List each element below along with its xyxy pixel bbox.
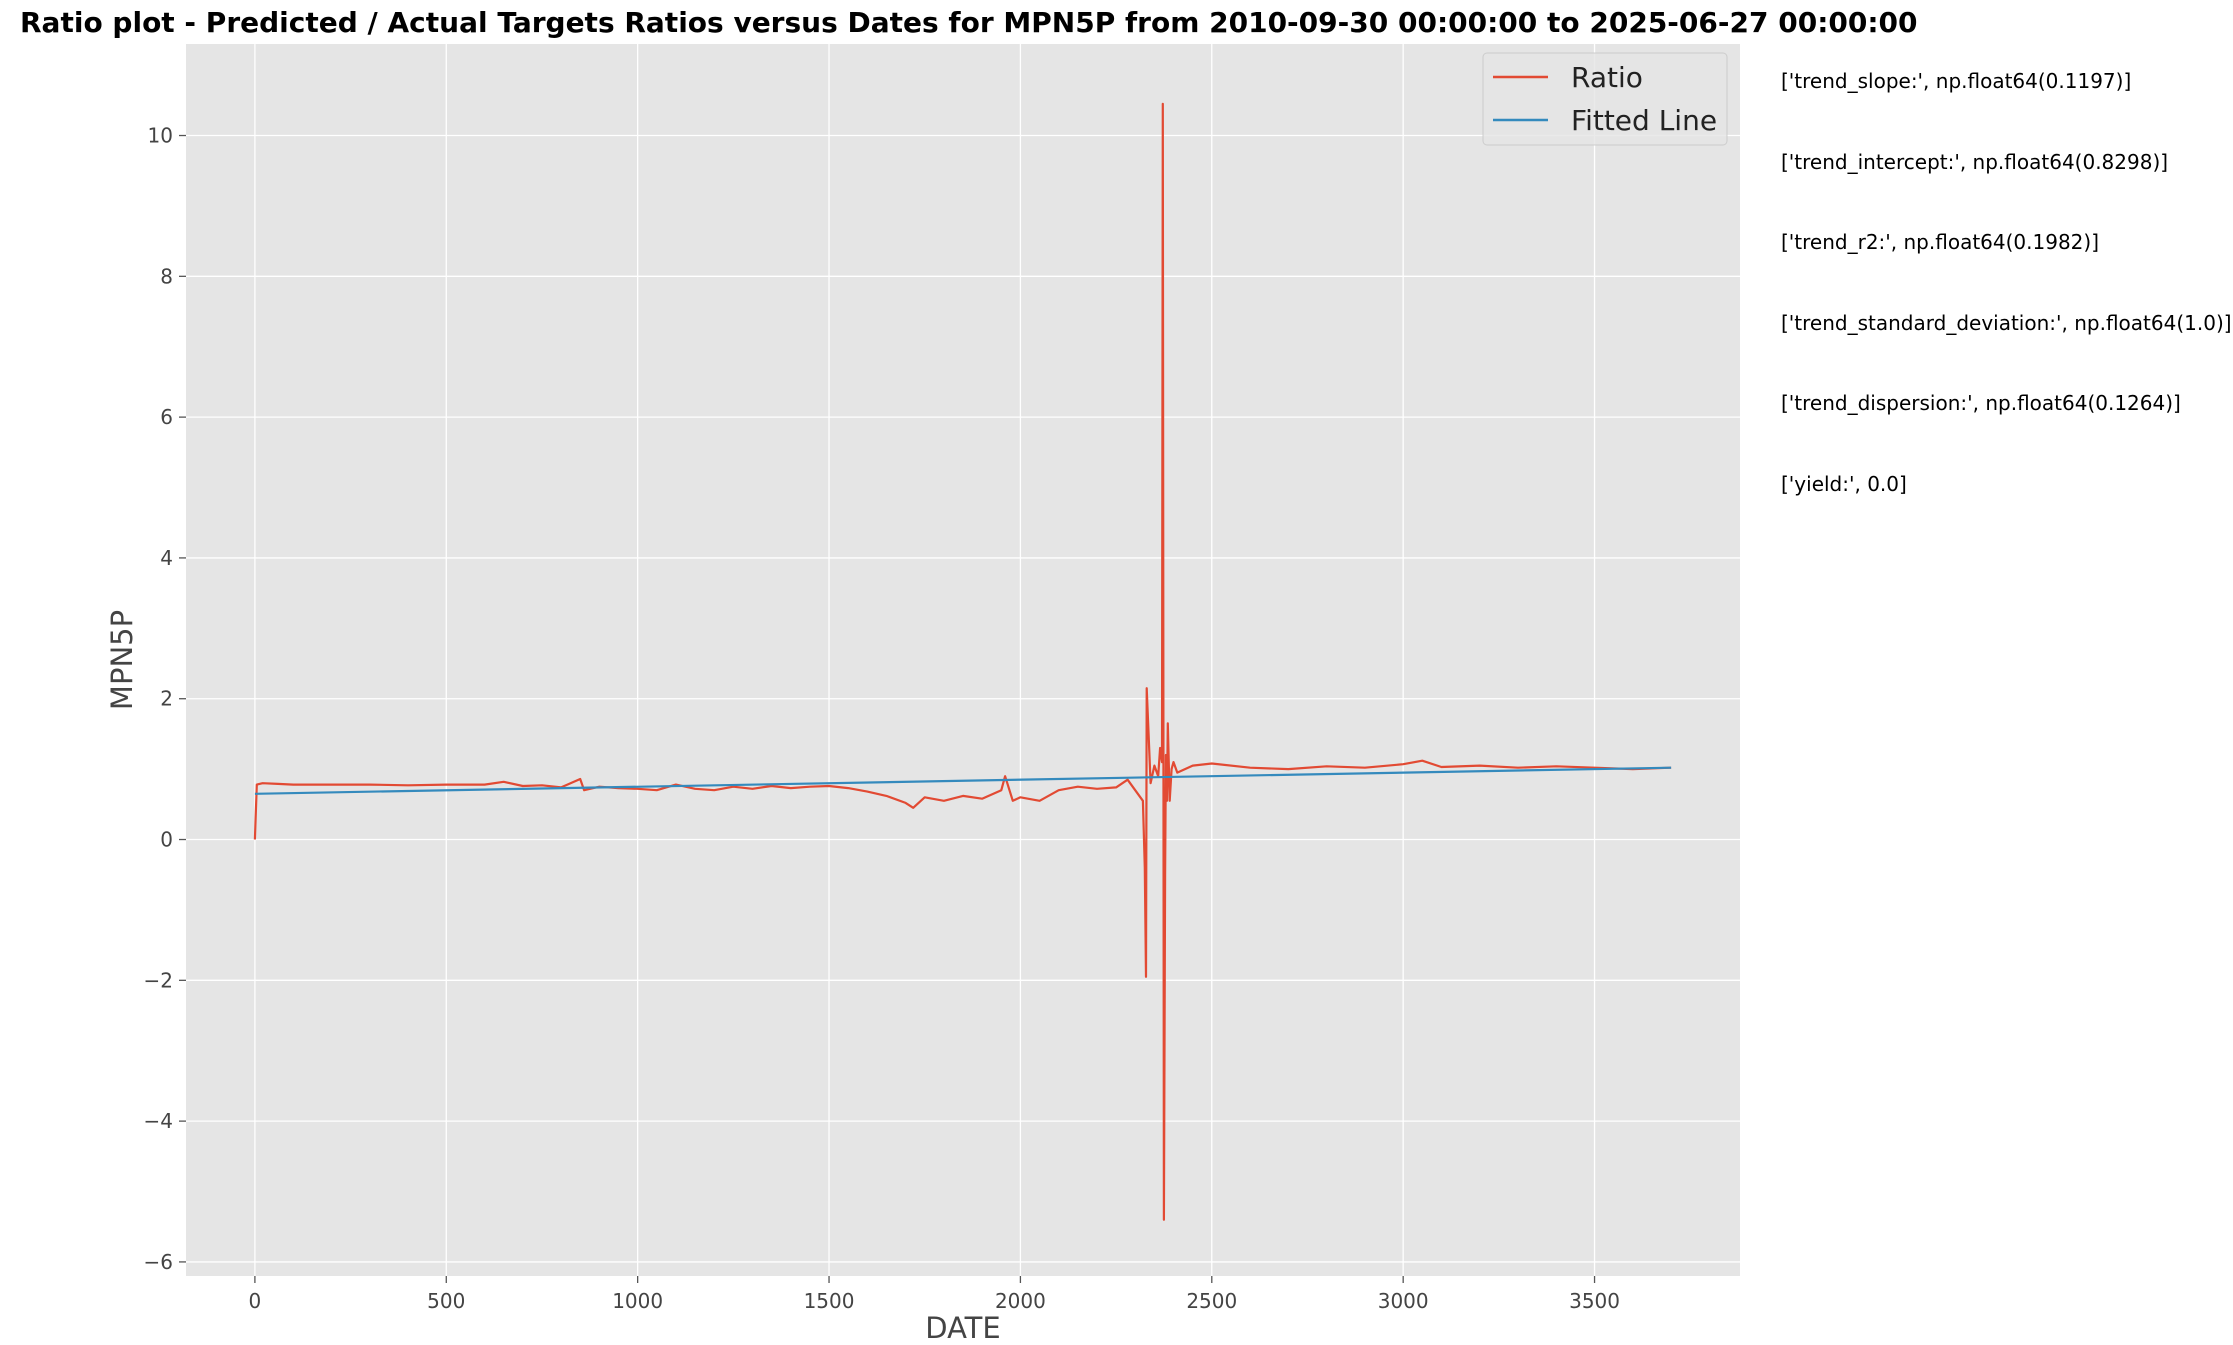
x-tick-label: 0 [249, 1289, 262, 1313]
stat-yield: ['yield:', 0.0] [1781, 472, 1907, 496]
y-tick-label: −4 [144, 1109, 173, 1133]
gridlines [186, 44, 1740, 1276]
x-tick-label: 3000 [1378, 1289, 1429, 1313]
y-axis-label: MPN5P [105, 610, 139, 710]
legend-label-ratio: Ratio [1571, 61, 1643, 94]
stat-trend-slope: ['trend_slope:', np.float64(0.1197)] [1781, 69, 2131, 93]
x-axis-label: DATE [925, 1311, 1000, 1345]
y-tick-label: 0 [160, 828, 173, 852]
series-line-ratio [253, 102, 1672, 1221]
y-tick-label: 2 [160, 687, 173, 711]
y-tick-label: 8 [160, 264, 173, 288]
plot-area [186, 44, 1740, 1276]
x-tick-label: 2000 [995, 1289, 1046, 1313]
x-tick-label: 500 [427, 1289, 465, 1313]
y-tick-label: 4 [160, 546, 173, 570]
chart-title: Ratio plot - Predicted / Actual Targets … [20, 6, 1918, 39]
series-lines [253, 102, 1672, 1221]
stat-trend-dispersion: ['trend_dispersion:', np.float64(0.1264)… [1781, 391, 2181, 415]
y-tick-label: 10 [148, 124, 173, 148]
stat-trend-intercept: ['trend_intercept:', np.float64(0.8298)] [1781, 150, 2168, 174]
legend-label-fitted-line: Fitted Line [1571, 104, 1717, 137]
stat-trend-standard-deviation: ['trend_standard_deviation:', np.float64… [1781, 311, 2232, 335]
y-tick-label: −6 [144, 1250, 173, 1274]
y-tick-label: 6 [160, 405, 173, 429]
trend-stats: ['trend_slope:', np.float64(0.1197)] ['t… [1781, 69, 2232, 496]
series-line-fitted-line [254, 766, 1672, 795]
stat-trend-r2: ['trend_r2:', np.float64(0.1982)] [1781, 230, 2099, 254]
x-tick-label: 1000 [612, 1289, 663, 1313]
x-tick-label: 1500 [804, 1289, 855, 1313]
tick-labels: 0 500 1000 1500 2000 2500 3000 3500 −6 −4 −2 0 2 4 6 8 1… [144, 124, 1620, 1313]
x-tick-label: 2500 [1186, 1289, 1237, 1313]
y-tick-label: −2 [144, 968, 173, 992]
x-tick-label: 3500 [1569, 1289, 1620, 1313]
legend: Ratio Fitted Line [1482, 52, 1728, 146]
